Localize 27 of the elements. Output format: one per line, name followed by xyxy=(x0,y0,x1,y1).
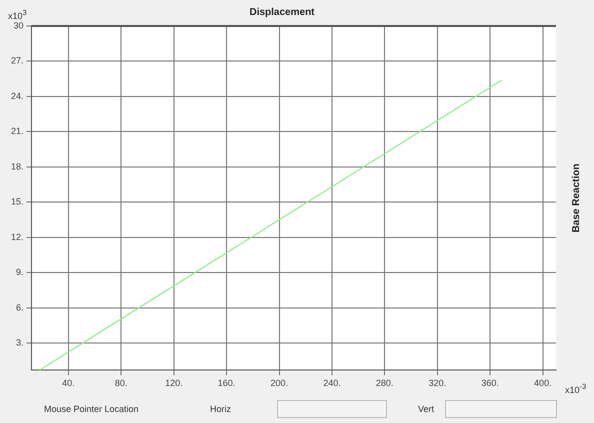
x-tick-label: 120. xyxy=(165,378,183,388)
chart-title: Displacement xyxy=(249,6,316,18)
text: Vert xyxy=(418,404,434,414)
x-tick-label: 320. xyxy=(428,378,446,388)
x-tick-label: 160. xyxy=(218,378,236,388)
y-tick-label: 30 xyxy=(13,20,24,30)
text: x10$^{3}$ xyxy=(8,8,27,21)
x-tick-label: 40. xyxy=(62,378,75,388)
x-tick-label: 80. xyxy=(114,378,128,388)
y-tick-label: 15. xyxy=(10,196,24,207)
y-tick-label: 18. xyxy=(10,161,24,172)
y-tick-label: 9. xyxy=(16,267,24,278)
y-axis-title: Base Reaction xyxy=(570,164,582,233)
x-tick-label: 200. xyxy=(270,378,288,388)
y-tick-label: 12. xyxy=(10,232,24,242)
x-tick-label: 240. xyxy=(323,378,341,388)
y-tick-label: 24. xyxy=(10,90,24,101)
text: Horiz xyxy=(210,404,232,414)
text: x10$^{-3}$ xyxy=(565,382,586,395)
y-tick-label: 3. xyxy=(16,338,24,348)
y-tick-label: 21. xyxy=(10,126,24,136)
y-tick-label: 6. xyxy=(16,302,24,312)
text: Mouse Pointer Location xyxy=(44,404,139,414)
x-tick-label: 360. xyxy=(481,378,499,388)
y-tick-label: 27. xyxy=(10,56,24,66)
x-tick-label: 400. xyxy=(534,378,552,388)
x-tick-label: 280. xyxy=(376,378,394,388)
